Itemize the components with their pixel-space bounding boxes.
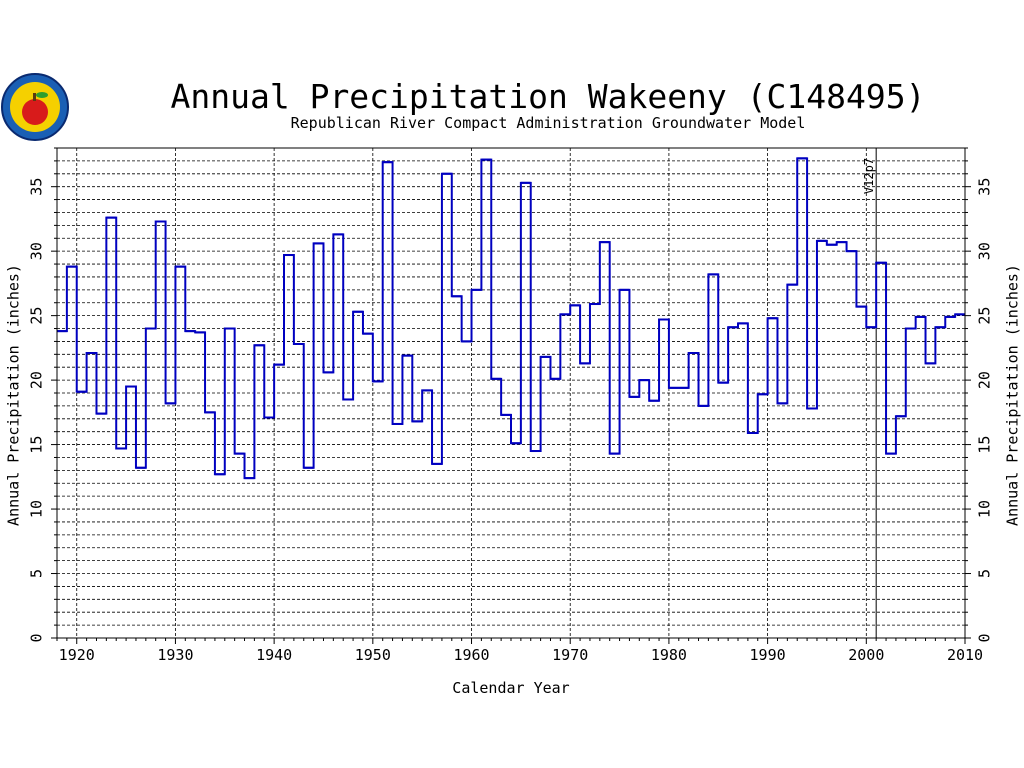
rrca-logo: [1, 73, 69, 141]
grid-lines: [57, 148, 965, 638]
y-tick-label-right: 35: [976, 178, 994, 196]
x-tick-label: 1960: [453, 646, 489, 664]
y-tick-label: 20: [28, 371, 46, 389]
annotation-label: V12p7: [862, 158, 876, 194]
y-tick-label: 30: [28, 242, 46, 260]
axis-ticks: 0 0 5 5 10 10 15 15 20 20 25 25 30 30 35 35 1920 1930 1940…: [28, 147, 994, 664]
x-tick-label: 2000: [848, 646, 884, 664]
x-axis-label: Calendar Year: [452, 679, 569, 697]
x-tick-label: 1940: [256, 646, 292, 664]
x-tick-label: 1920: [59, 646, 95, 664]
series-line: [57, 157, 965, 480]
y-tick-label: 5: [28, 569, 46, 578]
y-tick-label-right: 15: [976, 436, 994, 454]
x-tick-label: 1930: [157, 646, 193, 664]
chart-subtitle: Republican River Compact Administration …: [291, 114, 806, 132]
y-tick-label-right: 20: [976, 371, 994, 389]
y-tick-label: 15: [28, 436, 46, 454]
annotation-layer: V12p7: [862, 148, 877, 638]
y-tick-label-right: 0: [976, 633, 994, 642]
y-tick-label: 25: [28, 307, 46, 325]
y-tick-label: 35: [28, 178, 46, 196]
x-tick-label: 1980: [651, 646, 687, 664]
y-tick-label-right: 5: [976, 569, 994, 578]
x-tick-label: 1950: [355, 646, 391, 664]
precipitation-series: [57, 157, 965, 480]
x-tick-label: 1990: [750, 646, 786, 664]
y-tick-label-right: 25: [976, 307, 994, 325]
y-tick-label-right: 30: [976, 242, 994, 260]
chart-title: Annual Precipitation Wakeeny (C148495): [171, 77, 926, 116]
y-tick-label: 10: [28, 500, 46, 518]
y-axis-label-right: Annual Precipitation (inches): [1004, 264, 1022, 526]
x-tick-label: 2010: [947, 646, 983, 664]
y-axis-label-left: Annual Precipitation (inches): [5, 264, 23, 526]
y-tick-label: 0: [28, 633, 46, 642]
y-tick-label-right: 10: [976, 500, 994, 518]
x-tick-label: 1970: [552, 646, 588, 664]
